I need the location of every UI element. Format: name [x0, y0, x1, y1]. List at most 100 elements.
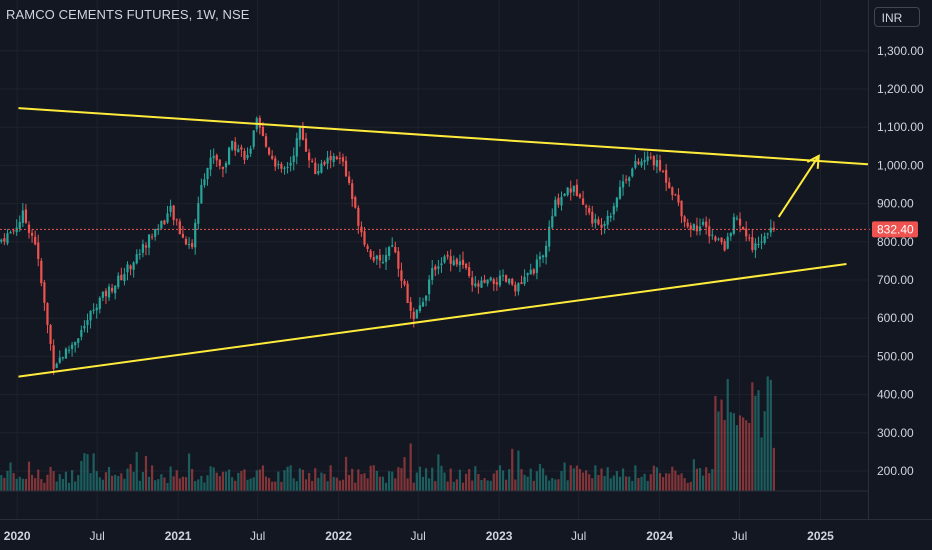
candle-body — [280, 163, 283, 169]
volume-bar — [748, 422, 751, 491]
candle-body — [329, 155, 332, 161]
candle-body — [258, 117, 261, 128]
candle-body — [107, 286, 111, 298]
price-tick-label: 900.00 — [877, 197, 914, 211]
last-price-label: 832.40 — [872, 221, 918, 238]
candle-body — [234, 141, 237, 151]
candle-body — [443, 256, 446, 263]
candle-body — [129, 265, 132, 270]
candle-body — [197, 203, 200, 224]
candle-body — [89, 310, 92, 321]
candle-body — [406, 283, 409, 303]
volume-bar — [283, 470, 286, 491]
candle-body — [581, 198, 585, 205]
candle-body — [585, 205, 588, 208]
volume-bar — [120, 473, 123, 491]
candle-body — [384, 255, 388, 262]
volume-bar — [637, 478, 640, 491]
candle-body — [246, 154, 249, 159]
volume-bar — [166, 482, 169, 491]
volume-bar — [517, 450, 520, 491]
volume-bar — [440, 465, 443, 491]
volume-bar — [720, 399, 723, 491]
volume-bar — [298, 468, 301, 491]
candle-body — [658, 160, 662, 171]
candle-body — [366, 245, 369, 249]
volume-bar — [3, 477, 6, 491]
candle-body — [212, 156, 215, 159]
candle-body — [298, 127, 301, 140]
candle-body — [117, 275, 120, 288]
candle-body — [560, 196, 563, 206]
candle-body — [723, 241, 726, 251]
annotation-layer[interactable] — [18, 107, 869, 378]
candle-body — [144, 245, 148, 248]
candle-body — [341, 157, 345, 162]
upper-trendline[interactable] — [18, 107, 869, 166]
volume-bar — [227, 469, 231, 491]
volume-bar — [523, 474, 526, 491]
volume-bar — [621, 468, 625, 491]
candle-body — [240, 147, 243, 150]
volume-bar — [498, 465, 502, 491]
candle-body — [637, 161, 640, 165]
price-tick-label: 200.00 — [877, 464, 914, 478]
candle-body — [351, 183, 354, 199]
candle-body — [692, 224, 695, 231]
volume-bar — [754, 395, 757, 491]
candle-body — [18, 221, 21, 229]
volume-bar — [591, 478, 594, 491]
volume-bar — [18, 476, 21, 491]
volume-bar — [615, 471, 619, 491]
candle-body — [27, 224, 31, 233]
volume-bar — [569, 465, 572, 491]
projection-arrow[interactable] — [777, 155, 820, 218]
candle-body — [674, 194, 677, 196]
volume-bar — [511, 448, 514, 491]
volume-bar — [418, 466, 422, 491]
volume-bar — [70, 470, 74, 491]
candle-body — [686, 222, 689, 227]
volume-bar — [545, 475, 548, 491]
volume-bar — [157, 479, 160, 491]
volume-layer — [0, 376, 775, 491]
volume-bar — [578, 468, 582, 491]
volume-bar — [634, 465, 637, 491]
volume-bar — [532, 480, 535, 491]
volume-bar — [514, 479, 517, 491]
volume-bar — [581, 472, 585, 491]
volume-bar — [683, 478, 686, 491]
volume-bar — [541, 468, 545, 491]
candle-body — [261, 126, 265, 137]
candle-body — [67, 349, 71, 351]
lower-trendline[interactable] — [18, 262, 847, 378]
candle-body — [215, 154, 218, 161]
candle-body — [677, 194, 680, 203]
volume-bar — [397, 467, 400, 491]
volume-bar — [652, 465, 655, 491]
price-tick-label: 500.00 — [877, 349, 914, 363]
volume-bar — [738, 415, 742, 491]
volume-bar — [424, 468, 428, 491]
price-tick-label: 400.00 — [877, 388, 914, 402]
candle-body — [428, 279, 431, 295]
volume-bar — [338, 480, 341, 491]
currency-button[interactable]: INR — [874, 7, 920, 27]
candle-body — [34, 236, 37, 245]
candle-body — [58, 357, 61, 363]
candle-body — [754, 243, 757, 251]
volume-bar — [175, 470, 178, 491]
time-axis[interactable]: 2020 Jul 2021 Jul 2022 Jul 2023 Jul 2024 Jul 2025 — [4, 529, 834, 543]
volume-bar — [163, 477, 166, 491]
volume-bar — [314, 468, 317, 491]
volume-bar — [86, 454, 89, 491]
candle-body — [181, 233, 185, 238]
price-axis[interactable]: 200.00 300.00 400.00 500.00 600.00 700.00 800.… — [877, 44, 924, 478]
candle-body — [529, 269, 532, 275]
volume-bar — [308, 473, 311, 491]
volume-bar — [286, 466, 289, 491]
candle-body — [3, 238, 6, 242]
candle-body — [495, 282, 498, 285]
candle-body — [101, 291, 104, 298]
